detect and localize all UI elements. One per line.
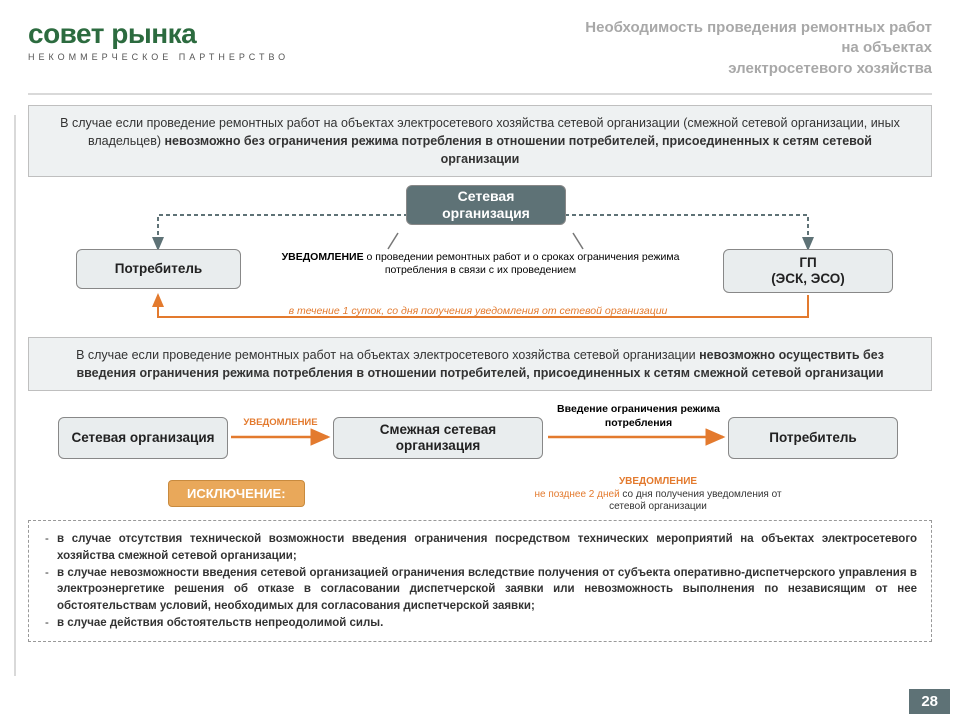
node-network-org-top: Сетевая организация bbox=[406, 185, 566, 225]
node-adjacent-org-label: Смежная сетевая организация bbox=[342, 422, 534, 454]
node-adjacent-org: Смежная сетевая организация bbox=[333, 417, 543, 459]
exclusion-note: УВЕДОМЛЕНИЕ не позднее 2 дней со дня пол… bbox=[518, 476, 798, 514]
diagram2-arrow2-label: Введение ограничения режима потребления bbox=[556, 403, 721, 429]
exclusion-note-orange: не позднее 2 дней bbox=[534, 489, 619, 500]
diagram2-arrow1-label: УВЕДОМЛЕНИЕ bbox=[233, 417, 328, 429]
exception-item: в случае действия обстоятельств непреодо… bbox=[43, 615, 917, 632]
header: совет рынка НЕКОММЕРЧЕСКОЕ ПАРТНЕРСТВО Н… bbox=[0, 0, 960, 89]
header-title-line2: на объектах bbox=[841, 39, 932, 56]
node-consumer-left: Потребитель bbox=[76, 249, 241, 289]
diagram-2: Сетевая организация Смежная сетевая орга… bbox=[28, 395, 932, 480]
node-consumer-left-label: Потребитель bbox=[115, 261, 202, 277]
exception-item: в случае невозможности введения сетевой … bbox=[43, 565, 917, 615]
info-banner-2: В случае если проведение ремонтных работ… bbox=[28, 337, 932, 391]
header-title-line3: электросетевого хозяйства bbox=[728, 60, 932, 77]
logo-main: совет рынка bbox=[28, 18, 289, 50]
exclusion-row: ИСКЛЮЧЕНИЕ: УВЕДОМЛЕНИЕ не позднее 2 дне… bbox=[28, 482, 932, 516]
header-title-line1: Необходимость проведения ремонтных работ bbox=[585, 19, 932, 36]
exceptions-list: в случае отсутствия технической возможно… bbox=[43, 531, 917, 631]
logo-block: совет рынка НЕКОММЕРЧЕСКОЕ ПАРТНЕРСТВО bbox=[28, 18, 289, 62]
diagram-1: Сетевая организация Потребитель ГП(ЭСК, … bbox=[28, 177, 932, 337]
node-consumer-2-label: Потребитель bbox=[769, 430, 856, 446]
diagram1-mid-text: УВЕДОМЛЕНИЕ о проведении ремонтных работ… bbox=[253, 251, 708, 277]
logo-subtitle: НЕКОММЕРЧЕСКОЕ ПАРТНЕРСТВО bbox=[28, 52, 289, 62]
node-consumer-2: Потребитель bbox=[728, 417, 898, 459]
exclusion-badge: ИСКЛЮЧЕНИЕ: bbox=[168, 480, 305, 507]
node-network-org-top-label: Сетевая организация bbox=[415, 188, 557, 222]
info-banner-1: В случае если проведение ремонтных работ… bbox=[28, 105, 932, 177]
diagram1-mid-rest: о проведении ремонтных работ и о сроках … bbox=[364, 251, 680, 276]
exceptions-box: в случае отсутствия технической возможно… bbox=[28, 520, 932, 642]
content: В случае если проведение ремонтных работ… bbox=[0, 95, 960, 643]
node-gp-right-label: ГП(ЭСК, ЭСО) bbox=[771, 255, 845, 287]
node-network-org-2-label: Сетевая организация bbox=[71, 430, 214, 446]
exclusion-note-rest: со дня получения уведомления от сетевой … bbox=[609, 489, 781, 513]
node-network-org-2: Сетевая организация bbox=[58, 417, 228, 459]
node-gp-right: ГП(ЭСК, ЭСО) bbox=[723, 249, 893, 293]
diagram1-orange-note: в течение 1 суток, со дня получения увед… bbox=[258, 305, 698, 318]
banner2-prefix: В случае если проведение ремонтных работ… bbox=[76, 348, 699, 362]
banner1-bold: невозможно без ограничения режима потреб… bbox=[164, 134, 872, 166]
exception-item: в случае отсутствия технической возможно… bbox=[43, 531, 917, 564]
page-number: 28 bbox=[909, 689, 950, 714]
exclusion-note-bold: УВЕДОМЛЕНИЕ bbox=[619, 476, 697, 487]
diagram1-mid-bold: УВЕДОМЛЕНИЕ bbox=[282, 251, 364, 263]
header-title: Необходимость проведения ремонтных работ… bbox=[585, 18, 932, 79]
